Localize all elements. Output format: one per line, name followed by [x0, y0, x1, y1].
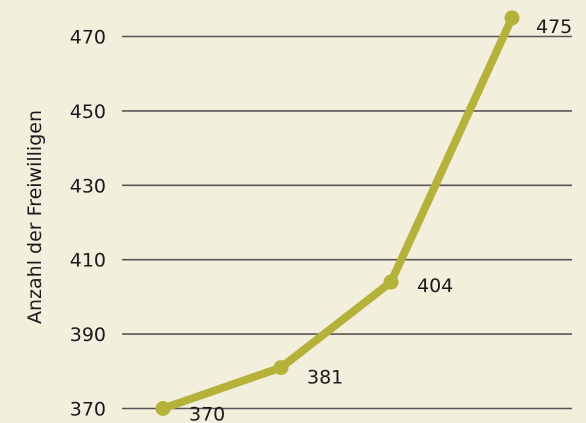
data-point	[273, 360, 289, 376]
data-label: 370	[189, 404, 225, 423]
y-tick-labels: 370 390 410 430 450 470	[70, 27, 106, 421]
data-label: 404	[417, 275, 453, 297]
y-tick-label: 390	[70, 324, 106, 346]
grid-lines	[122, 35, 572, 410]
data-labels: 370 381 404 475	[189, 16, 572, 423]
data-point	[504, 10, 520, 26]
y-axis-label: Anzahl der Freiwilligen	[24, 110, 46, 324]
data-label: 381	[307, 367, 343, 389]
y-tick-label: 430	[70, 175, 106, 197]
y-tick-label: 370	[70, 399, 106, 421]
series-line-group	[159, 13, 516, 413]
data-point	[383, 274, 399, 290]
y-tick-label: 450	[70, 101, 106, 123]
data-point	[155, 401, 171, 416]
y-tick-label: 410	[70, 250, 106, 272]
data-points	[155, 10, 520, 416]
y-tick-label: 470	[70, 27, 106, 49]
data-label: 475	[536, 16, 572, 38]
series-line	[159, 13, 516, 413]
